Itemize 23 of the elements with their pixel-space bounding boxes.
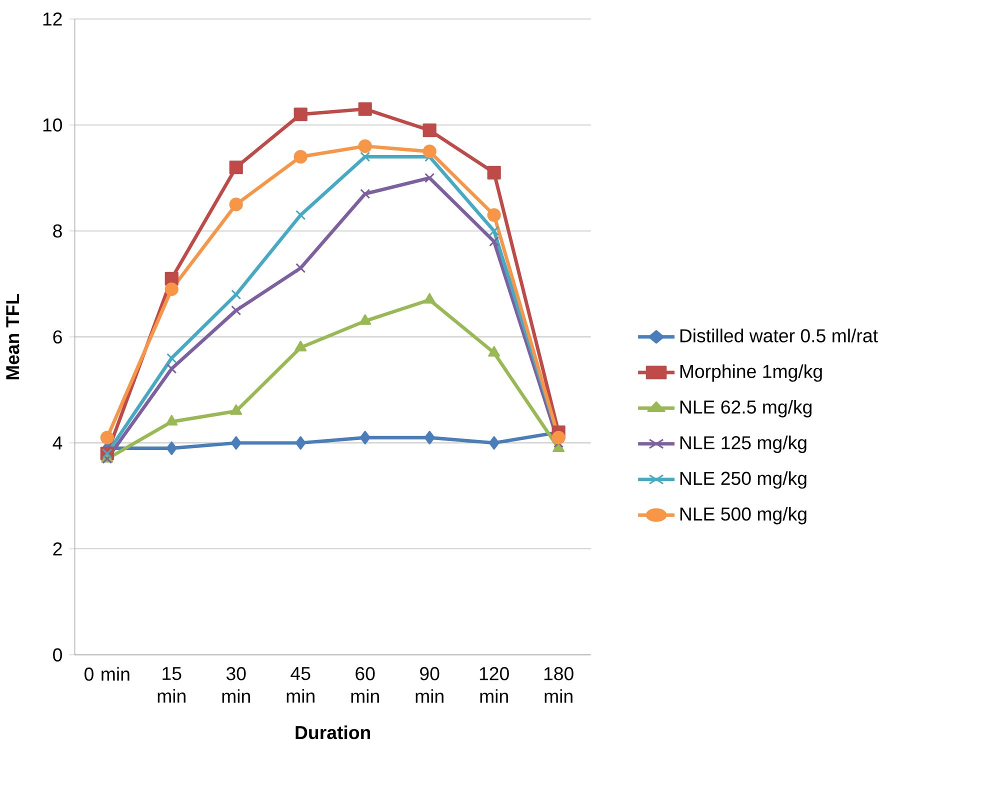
legend-label: NLE 500 mg/kg [680, 507, 806, 524]
x-tick-label: 90 min [416, 667, 444, 703]
x-tick-label: 45 min [286, 667, 314, 703]
x-axis-title: Duration [296, 726, 370, 740]
legend-label: NLE 125 mg/kg [680, 436, 806, 454]
legend-label: Distilled water 0.5 ml/rat [680, 328, 878, 342]
x-tick-label: 60 min [351, 667, 379, 703]
legend-label: NLE 250 mg/kg [680, 471, 806, 489]
x-tick-label: 120 min [480, 667, 509, 703]
x-tick-label: 180 min [544, 667, 574, 703]
x-tick-label: 30 min [222, 667, 250, 703]
y-tick-label: 4 [52, 436, 62, 450]
y-tick-label: 12 [43, 12, 62, 26]
y-tick-label: 0 [53, 648, 62, 662]
legend-label: NLE 62.5 mg/kg [680, 400, 812, 418]
x-tick-label: 0 min [84, 667, 130, 681]
y-tick-label: 6 [53, 330, 62, 344]
legend-label: Morphine 1mg/kg [680, 364, 822, 382]
y-tick-label: 10 [43, 118, 62, 132]
y-tick-label: 2 [53, 542, 62, 556]
y-tick-label: 8 [53, 224, 62, 238]
y-axis-title: Mean TFL [6, 294, 20, 380]
x-tick-label: 15 min [158, 667, 186, 703]
